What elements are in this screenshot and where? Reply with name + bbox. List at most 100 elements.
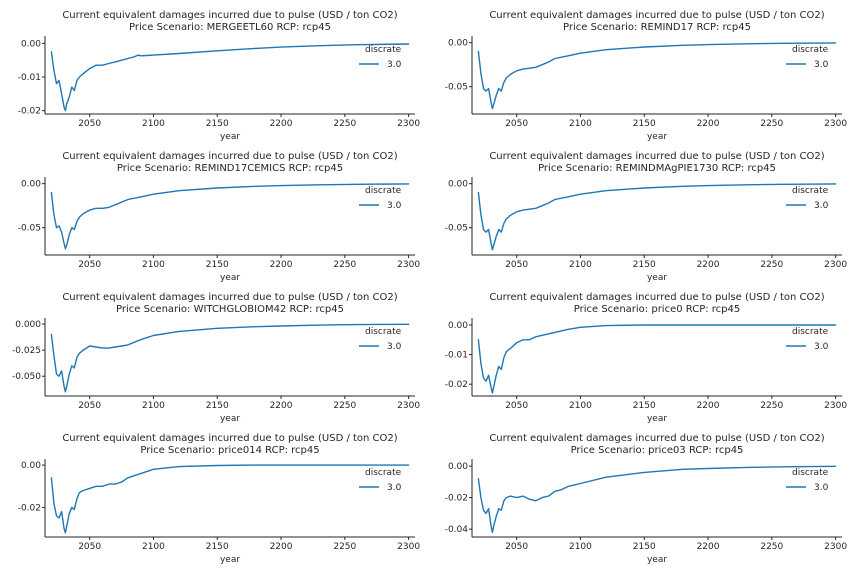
x-tick-label: 2200 [270, 119, 293, 129]
x-tick-label: 2300 [824, 119, 847, 129]
chart-title: Current equivalent damages incurred due … [62, 292, 397, 303]
x-tick-label: 2300 [397, 401, 420, 411]
legend-title: discrate [365, 186, 402, 196]
legend-title: discrate [365, 327, 402, 337]
x-tick-label: 2150 [633, 260, 656, 270]
series-line [477, 465, 837, 533]
x-tick-label: 2200 [270, 401, 293, 411]
chart-subtitle: Price Scenario: WITCHGLOBIOM42 RCP: rcp4… [116, 304, 344, 315]
x-tick-label: 2100 [569, 401, 592, 411]
legend-title: discrate [365, 45, 402, 55]
series-line [50, 323, 410, 393]
x-tick-label: 2200 [270, 260, 293, 270]
x-tick-label: 2100 [569, 542, 592, 552]
chart-subtitle: Price Scenario: REMIND17 RCP: rcp45 [563, 22, 751, 33]
y-tick-label: -0.02 [18, 503, 41, 513]
chart-panel-8: Current equivalent damages incurred due … [445, 433, 848, 565]
x-axis-label: year [220, 555, 240, 565]
legend-entry-label: 3.0 [814, 483, 829, 493]
x-tick-label: 2150 [633, 401, 656, 411]
legend-entry-label: 3.0 [814, 342, 829, 352]
x-axis-label: year [220, 273, 240, 283]
x-tick-label: 2300 [824, 401, 847, 411]
x-tick-label: 2100 [569, 119, 592, 129]
x-tick-label: 2250 [333, 401, 356, 411]
chart-title: Current equivalent damages incurred due … [489, 433, 824, 444]
legend-entry-label: 3.0 [814, 201, 829, 211]
chart-panel-2: Current equivalent damages incurred due … [445, 10, 848, 142]
chart-panel-6: Current equivalent damages incurred due … [445, 292, 848, 424]
y-tick-label: 0.000 [15, 320, 41, 330]
y-tick-label: 0.00 [21, 461, 41, 471]
x-tick-label: 2050 [505, 401, 528, 411]
x-tick-label: 2250 [760, 119, 783, 129]
y-tick-label: 0.00 [448, 462, 468, 472]
chart-title: Current equivalent damages incurred due … [489, 151, 824, 162]
series-line [50, 183, 410, 250]
x-tick-label: 2250 [760, 542, 783, 552]
series-line [477, 183, 837, 251]
y-tick-label: -0.05 [445, 224, 468, 234]
x-tick-label: 2200 [270, 542, 293, 552]
x-axis-label: year [647, 273, 667, 283]
chart-panel-5: Current equivalent damages incurred due … [12, 292, 420, 424]
x-tick-label: 2150 [206, 542, 229, 552]
chart-title: Current equivalent damages incurred due … [489, 292, 824, 303]
legend-entry-label: 3.0 [387, 483, 402, 493]
legend-title: discrate [365, 468, 402, 478]
x-tick-label: 2250 [760, 260, 783, 270]
chart-panel-7: Current equivalent damages incurred due … [18, 433, 421, 565]
x-tick-label: 2150 [633, 542, 656, 552]
y-tick-label: -0.05 [18, 224, 41, 234]
x-tick-label: 2300 [397, 542, 420, 552]
chart-subtitle: Price Scenario: REMINDMAgPIE1730 RCP: rc… [538, 163, 776, 174]
x-tick-label: 2200 [697, 260, 720, 270]
legend-title: discrate [792, 468, 829, 478]
legend-entry-label: 3.0 [814, 60, 829, 70]
y-tick-label: -0.01 [18, 73, 41, 83]
x-tick-label: 2300 [824, 260, 847, 270]
y-tick-label: 0.00 [21, 180, 41, 190]
x-axis-label: year [647, 414, 667, 424]
x-tick-label: 2200 [697, 119, 720, 129]
y-tick-label: 0.00 [21, 39, 41, 49]
x-tick-label: 2150 [633, 119, 656, 129]
y-tick-label: -0.02 [445, 494, 468, 504]
x-tick-label: 2050 [505, 119, 528, 129]
x-axis-label: year [647, 555, 667, 565]
series-line [50, 464, 410, 534]
x-tick-label: 2050 [505, 260, 528, 270]
legend-title: discrate [792, 45, 829, 55]
y-tick-label: -0.050 [12, 372, 41, 382]
y-tick-label: 0.00 [448, 321, 468, 331]
y-tick-label: 0.00 [448, 39, 468, 49]
x-tick-label: 2050 [78, 260, 101, 270]
x-tick-label: 2200 [697, 401, 720, 411]
chart-title: Current equivalent damages incurred due … [62, 433, 397, 444]
series-line [477, 42, 837, 110]
x-axis-label: year [220, 414, 240, 424]
chart-subtitle: Price Scenario: price014 RCP: rcp45 [140, 445, 319, 456]
x-tick-label: 2050 [78, 119, 101, 129]
legend-title: discrate [792, 327, 829, 337]
x-tick-label: 2100 [142, 401, 165, 411]
y-tick-label: -0.025 [12, 346, 41, 356]
y-tick-label: -0.02 [445, 380, 468, 390]
x-tick-label: 2100 [142, 542, 165, 552]
y-tick-label: 0.00 [448, 180, 468, 190]
x-tick-label: 2050 [505, 542, 528, 552]
chart-subtitle: Price Scenario: price0 RCP: rcp45 [574, 304, 741, 315]
legend-title: discrate [792, 186, 829, 196]
x-tick-label: 2050 [78, 401, 101, 411]
x-axis-label: year [647, 132, 667, 142]
x-tick-label: 2050 [78, 542, 101, 552]
x-tick-label: 2100 [142, 260, 165, 270]
chart-subtitle: Price Scenario: MERGEETL60 RCP: rcp45 [129, 22, 331, 33]
x-tick-label: 2150 [206, 260, 229, 270]
chart-panel-1: Current equivalent damages incurred due … [18, 10, 421, 142]
legend-entry-label: 3.0 [387, 342, 402, 352]
x-tick-label: 2100 [569, 260, 592, 270]
x-tick-label: 2250 [760, 401, 783, 411]
series-line [477, 324, 837, 394]
